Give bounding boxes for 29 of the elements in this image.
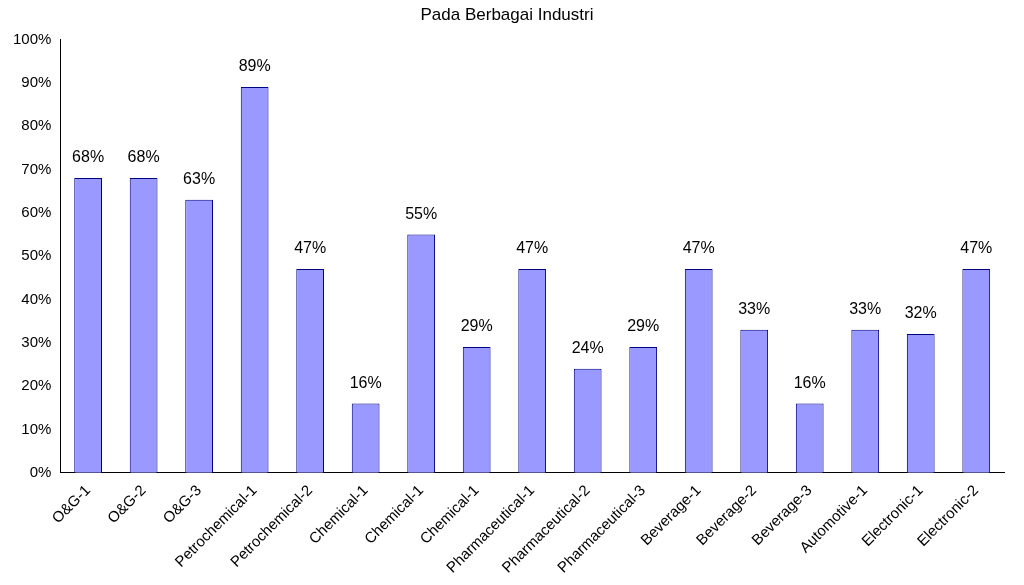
y-tick-label: 30% (21, 332, 52, 350)
data-label: 47% (516, 239, 549, 257)
data-label: 16% (349, 373, 382, 391)
data-label: 55% (405, 204, 438, 222)
y-tick-label: 100% (12, 29, 52, 47)
y-tick-label: 10% (21, 419, 52, 437)
data-label: 63% (183, 170, 216, 188)
data-label: 68% (72, 148, 105, 166)
data-label: 16% (793, 373, 826, 391)
data-label: 33% (738, 300, 771, 318)
y-tick-label: 80% (21, 116, 52, 134)
y-tick-label: 90% (21, 72, 52, 90)
data-label: 24% (571, 339, 604, 357)
data-label: 29% (627, 317, 660, 335)
data-label: 47% (294, 239, 327, 257)
y-tick-label: 40% (21, 289, 52, 307)
y-tick-label: 20% (21, 376, 52, 394)
data-label: 33% (849, 300, 882, 318)
y-tick-label: 60% (21, 202, 52, 220)
data-label: 68% (127, 148, 160, 166)
data-label: 32% (904, 304, 937, 322)
y-tick-label: 0% (29, 462, 52, 480)
data-label: 47% (682, 239, 715, 257)
y-tick-label: 70% (21, 159, 52, 177)
data-label: 89% (238, 57, 271, 75)
data-label: 29% (460, 317, 493, 335)
chart-title: Pada Berbagai Industri (420, 4, 594, 24)
y-tick-label: 50% (21, 246, 52, 264)
data-label: 47% (960, 239, 993, 257)
